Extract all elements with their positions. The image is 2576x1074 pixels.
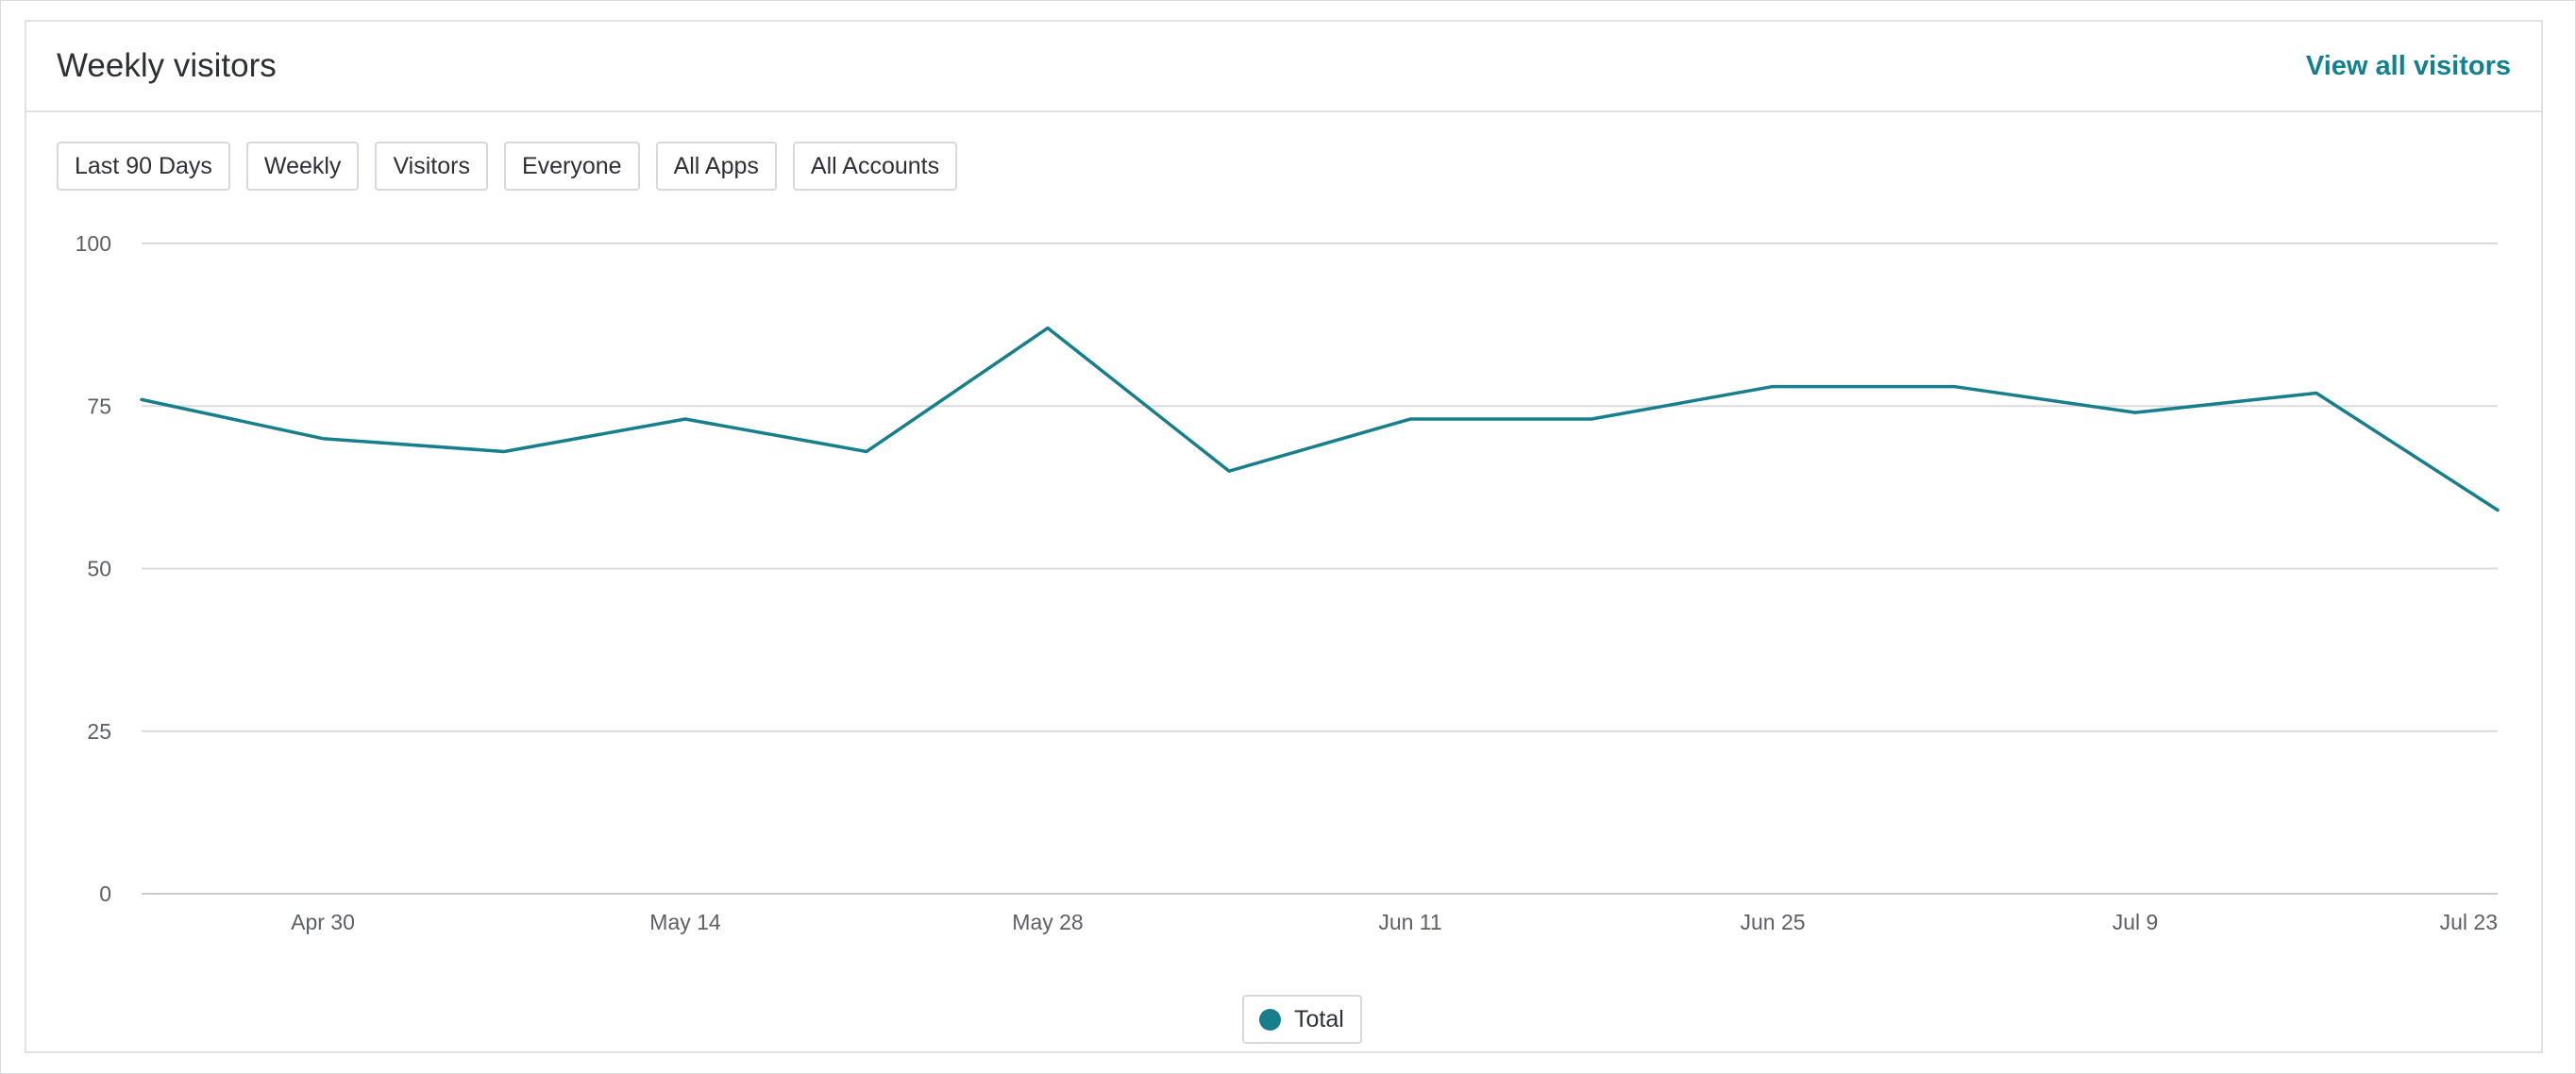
x-axis-ticks: Apr 30 May 14 May 28 Jun 11 Jun 25 Jul 9 Jul 2… <box>291 910 2498 934</box>
data-point[interactable] <box>1403 411 1418 427</box>
data-point[interactable] <box>1946 379 1961 394</box>
filter-apps-button[interactable]: All Apps <box>655 142 777 191</box>
filter-bar: Last 90 Days Weekly Visitors Everyone Al… <box>57 142 958 191</box>
data-point[interactable] <box>497 444 512 459</box>
filter-segment-button[interactable]: Everyone <box>503 142 640 191</box>
x-tick-label: Jun 25 <box>1740 910 1805 934</box>
series-line-total <box>140 326 2500 512</box>
chart-series <box>134 321 2505 517</box>
filter-date-range-button[interactable]: Last 90 Days <box>57 142 230 191</box>
data-point[interactable] <box>678 411 693 427</box>
x-tick-label: Jul 9 <box>2113 910 2159 934</box>
y-tick-label: 100 <box>76 231 111 256</box>
y-tick-label: 75 <box>87 394 111 418</box>
x-tick-label: Jun 11 <box>1378 910 1441 934</box>
card-title: Weekly visitors <box>57 47 277 84</box>
x-tick-label: May 14 <box>649 910 721 934</box>
line-chart: 0 25 50 75 100 Apr 30 May 14 May 28 Jun 11 Jun 2… <box>76 231 2505 934</box>
view-all-visitors-link[interactable]: View all visitors <box>2305 51 2511 81</box>
filter-metric-button[interactable]: Visitors <box>375 142 488 191</box>
filter-interval-button[interactable]: Weekly <box>245 142 360 191</box>
weekly-visitors-card: Weekly visitors View all visitors Last 9… <box>25 20 2543 1053</box>
data-point[interactable] <box>1040 321 1055 336</box>
data-point[interactable] <box>1584 411 1599 427</box>
y-tick-label: 50 <box>87 557 111 581</box>
data-point[interactable] <box>1221 463 1237 478</box>
x-tick-label: Jul 23 <box>2440 910 2498 934</box>
card-header: Weekly visitors View all visitors <box>26 22 2541 112</box>
data-point[interactable] <box>134 392 149 407</box>
y-axis-ticks: 0 25 50 75 100 <box>76 231 111 906</box>
legend-dot-icon <box>1259 1008 1281 1031</box>
chart-gridlines <box>142 243 2498 895</box>
data-point[interactable] <box>2309 385 2324 400</box>
legend-item-total[interactable]: Total <box>1242 995 1362 1044</box>
data-point[interactable] <box>2490 502 2505 517</box>
legend-label: Total <box>1294 1005 1344 1032</box>
y-tick-label: 25 <box>87 719 111 744</box>
data-point[interactable] <box>1765 379 1780 394</box>
y-tick-label: 0 <box>99 881 111 906</box>
x-tick-label: Apr 30 <box>291 910 355 934</box>
data-point[interactable] <box>2128 405 2143 420</box>
data-point[interactable] <box>859 444 874 459</box>
filter-accounts-button[interactable]: All Accounts <box>792 142 958 191</box>
data-point[interactable] <box>315 431 330 446</box>
x-tick-label: May 28 <box>1012 910 1083 934</box>
